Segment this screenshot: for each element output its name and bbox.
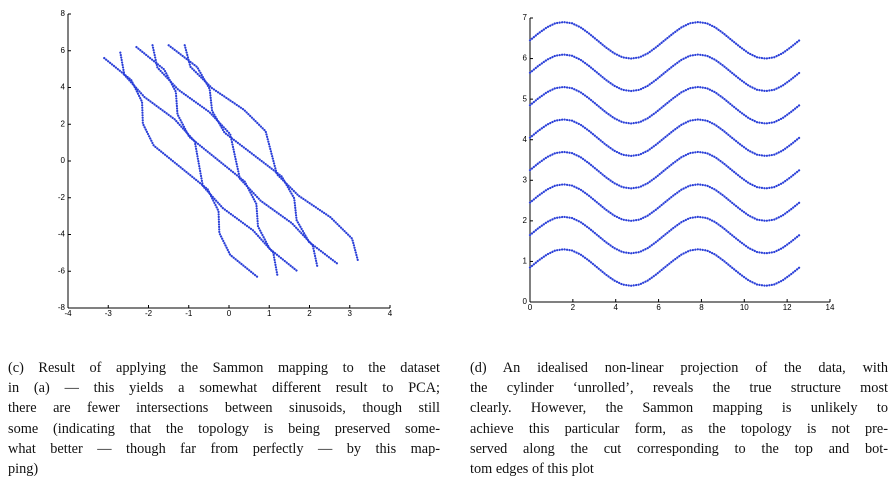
y-tick-label: 6 xyxy=(61,46,66,55)
series-line xyxy=(528,85,801,125)
x-tick-label: 14 xyxy=(826,303,835,312)
y-tick-label: 1 xyxy=(523,257,528,266)
x-tick-label: 6 xyxy=(656,303,661,312)
x-tick-label: 0 xyxy=(528,303,533,312)
caption-line: in (a) — this yields a somewhat differen… xyxy=(8,380,440,397)
caption-line: tom edges of this plot xyxy=(470,461,594,478)
x-tick-label: 4 xyxy=(388,309,393,318)
x-tick-label: 1 xyxy=(267,309,272,318)
caption-line: (c) Result of applying the Sammon mappin… xyxy=(8,360,440,376)
y-tick-label: 2 xyxy=(523,216,528,225)
x-tick-label: 2 xyxy=(307,309,312,318)
y-tick-label: 2 xyxy=(61,119,66,128)
caption-line: the cylinder ‘unrolled’, reveals the tru… xyxy=(470,380,888,397)
series-line xyxy=(103,57,259,278)
series-line xyxy=(528,183,801,222)
y-tick-label: -8 xyxy=(58,303,66,312)
y-tick-label: 5 xyxy=(523,94,528,103)
caption-right: (d) An idealised non-linear projection o… xyxy=(470,358,888,479)
x-tick-label: 4 xyxy=(613,303,618,312)
x-tick-label: 0 xyxy=(227,309,232,318)
x-tick-label: -1 xyxy=(185,309,193,318)
y-tick-label: 4 xyxy=(61,83,66,92)
caption-line: some (indicating that the topology is be… xyxy=(8,420,440,437)
y-tick-label: -6 xyxy=(58,266,66,275)
y-tick-label: 6 xyxy=(523,54,528,63)
x-tick-label: 2 xyxy=(571,303,576,312)
caption-left: (c) Result of applying the Sammon mappin… xyxy=(8,358,440,479)
series-line xyxy=(528,150,801,190)
series-line xyxy=(528,53,801,93)
x-tick-label: 3 xyxy=(348,309,353,318)
series-line xyxy=(151,44,319,269)
y-tick-label: 0 xyxy=(523,297,528,306)
caption-line: achieve this particular form, as the top… xyxy=(470,420,888,437)
y-tick-label: -2 xyxy=(58,193,66,202)
y-tick-label: 0 xyxy=(61,156,66,165)
x-tick-label: 8 xyxy=(699,303,704,312)
y-tick-label: 7 xyxy=(523,13,528,22)
series-line xyxy=(528,118,801,158)
caption-line: served along the cut corresponding to th… xyxy=(470,440,888,457)
y-tick-label: -4 xyxy=(58,230,66,239)
y-tick-label: 8 xyxy=(61,9,66,18)
caption-line: what better — though far from perfectly … xyxy=(8,440,440,457)
series-line xyxy=(183,44,359,262)
x-tick-label: -2 xyxy=(145,309,153,318)
x-tick-label: -4 xyxy=(64,309,72,318)
x-tick-label: -3 xyxy=(105,309,113,318)
caption-line: clearly. However, the Sammon mapping is … xyxy=(470,400,888,417)
series-line xyxy=(528,20,801,60)
series-line xyxy=(528,248,801,287)
caption-line: ping) xyxy=(8,461,39,478)
caption-line: there are fewer intersections between si… xyxy=(8,400,440,417)
caption-line: (d) An idealised non-linear projection o… xyxy=(470,360,888,376)
series-line xyxy=(528,215,801,255)
x-tick-label: 12 xyxy=(783,303,792,312)
series-line xyxy=(119,51,279,277)
x-tick-label: 10 xyxy=(740,303,749,312)
y-tick-label: 3 xyxy=(523,175,528,184)
y-tick-label: 4 xyxy=(523,135,528,144)
